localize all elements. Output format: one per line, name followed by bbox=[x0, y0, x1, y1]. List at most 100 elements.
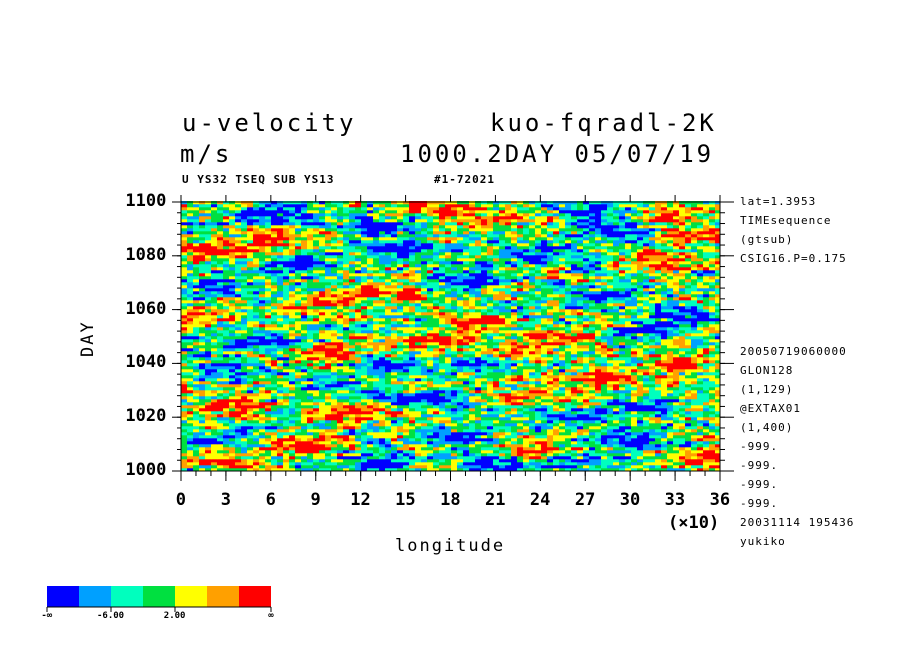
heatmap-cell bbox=[199, 432, 206, 436]
heatmap-cell bbox=[643, 432, 650, 436]
heatmap-cell bbox=[373, 420, 380, 424]
heatmap-cell bbox=[259, 408, 266, 412]
heatmap-cell bbox=[631, 444, 638, 448]
heatmap-cell bbox=[697, 396, 704, 400]
heatmap-cell bbox=[601, 312, 608, 316]
heatmap-cell bbox=[637, 375, 644, 379]
heatmap-cell bbox=[679, 399, 686, 403]
heatmap-cell bbox=[475, 345, 482, 349]
heatmap-cell bbox=[631, 330, 638, 334]
heatmap-cell bbox=[565, 330, 572, 334]
heatmap-cell bbox=[397, 414, 404, 418]
heatmap-cell bbox=[253, 309, 260, 313]
heatmap-cell bbox=[181, 312, 188, 316]
heatmap-cell bbox=[295, 333, 302, 337]
heatmap-cell bbox=[517, 411, 524, 415]
heatmap-cell bbox=[367, 348, 374, 352]
heatmap-cell bbox=[457, 372, 464, 376]
heatmap-cell bbox=[331, 393, 338, 397]
heatmap-cell bbox=[523, 321, 530, 325]
heatmap-cell bbox=[571, 399, 578, 403]
heatmap-cell bbox=[529, 414, 536, 418]
heatmap-cell bbox=[445, 396, 452, 400]
heatmap-cell bbox=[223, 318, 230, 322]
heatmap-cell bbox=[697, 468, 704, 472]
heatmap-cell bbox=[667, 330, 674, 334]
heatmap-cell bbox=[343, 420, 350, 424]
heatmap-cell bbox=[697, 318, 704, 322]
heatmap-cell bbox=[205, 453, 212, 457]
heatmap-cell bbox=[583, 360, 590, 364]
heatmap-cell bbox=[265, 402, 272, 406]
heatmap-cell bbox=[553, 342, 560, 346]
heatmap-cell bbox=[289, 357, 296, 361]
heatmap-cell bbox=[559, 408, 566, 412]
heatmap-cell bbox=[325, 330, 332, 334]
heatmap-cell bbox=[673, 429, 680, 433]
heatmap-cell bbox=[487, 390, 494, 394]
heatmap-cell bbox=[667, 441, 674, 445]
heatmap-cell bbox=[469, 447, 476, 451]
heatmap-cell bbox=[619, 333, 626, 337]
heatmap-cell bbox=[301, 306, 308, 310]
heatmap-cell bbox=[463, 339, 470, 343]
heatmap-cell bbox=[385, 417, 392, 421]
heatmap-cell bbox=[625, 396, 632, 400]
heatmap-cell bbox=[385, 429, 392, 433]
heatmap-cell bbox=[307, 465, 314, 469]
heatmap-cell bbox=[433, 315, 440, 319]
heatmap-cell bbox=[331, 450, 338, 454]
heatmap-cell bbox=[307, 426, 314, 430]
heatmap-cell bbox=[613, 414, 620, 418]
heatmap-cell bbox=[283, 444, 290, 448]
heatmap-cell bbox=[343, 432, 350, 436]
heatmap-cell bbox=[661, 453, 668, 457]
heatmap-cell bbox=[397, 321, 404, 325]
heatmap-cell bbox=[301, 312, 308, 316]
heatmap-cell bbox=[637, 387, 644, 391]
heatmap-cell bbox=[199, 351, 206, 355]
heatmap-cell bbox=[541, 375, 548, 379]
heatmap-cell bbox=[235, 357, 242, 361]
heatmap-cell bbox=[319, 306, 326, 310]
heatmap-cell bbox=[265, 342, 272, 346]
heatmap-cell bbox=[451, 450, 458, 454]
heatmap-cell bbox=[523, 420, 530, 424]
heatmap-cell bbox=[301, 330, 308, 334]
heatmap-cell bbox=[523, 369, 530, 373]
heatmap-cell bbox=[391, 402, 398, 406]
heatmap-cell bbox=[181, 402, 188, 406]
heatmap-cell bbox=[343, 360, 350, 364]
heatmap-cell bbox=[547, 318, 554, 322]
heatmap-cell bbox=[247, 399, 254, 403]
heatmap-cell bbox=[205, 345, 212, 349]
heatmap-cell bbox=[697, 432, 704, 436]
heatmap-cell bbox=[679, 402, 686, 406]
heatmap-cell bbox=[631, 336, 638, 340]
heatmap-cell bbox=[589, 312, 596, 316]
heatmap-cell bbox=[631, 339, 638, 343]
heatmap-cell bbox=[187, 423, 194, 427]
heatmap-cell bbox=[607, 384, 614, 388]
heatmap-cell bbox=[487, 339, 494, 343]
heatmap-cell bbox=[283, 378, 290, 382]
heatmap-cell bbox=[421, 312, 428, 316]
heatmap-cell bbox=[361, 438, 368, 442]
heatmap-cell bbox=[535, 426, 542, 430]
heatmap-cell bbox=[445, 462, 452, 466]
heatmap-cell bbox=[319, 414, 326, 418]
heatmap-cell bbox=[409, 414, 416, 418]
heatmap-cell bbox=[313, 309, 320, 313]
heatmap-cell bbox=[193, 363, 200, 367]
heatmap-cell bbox=[571, 360, 578, 364]
heatmap-cell bbox=[625, 339, 632, 343]
heatmap-cell bbox=[709, 306, 716, 310]
heatmap-cell bbox=[601, 357, 608, 361]
heatmap-cell bbox=[547, 360, 554, 364]
heatmap-cell bbox=[499, 456, 506, 460]
heatmap-cell bbox=[517, 315, 524, 319]
heatmap-cell bbox=[637, 336, 644, 340]
heatmap-cell bbox=[421, 345, 428, 349]
heatmap-cell bbox=[187, 360, 194, 364]
heatmap-cell bbox=[661, 363, 668, 367]
